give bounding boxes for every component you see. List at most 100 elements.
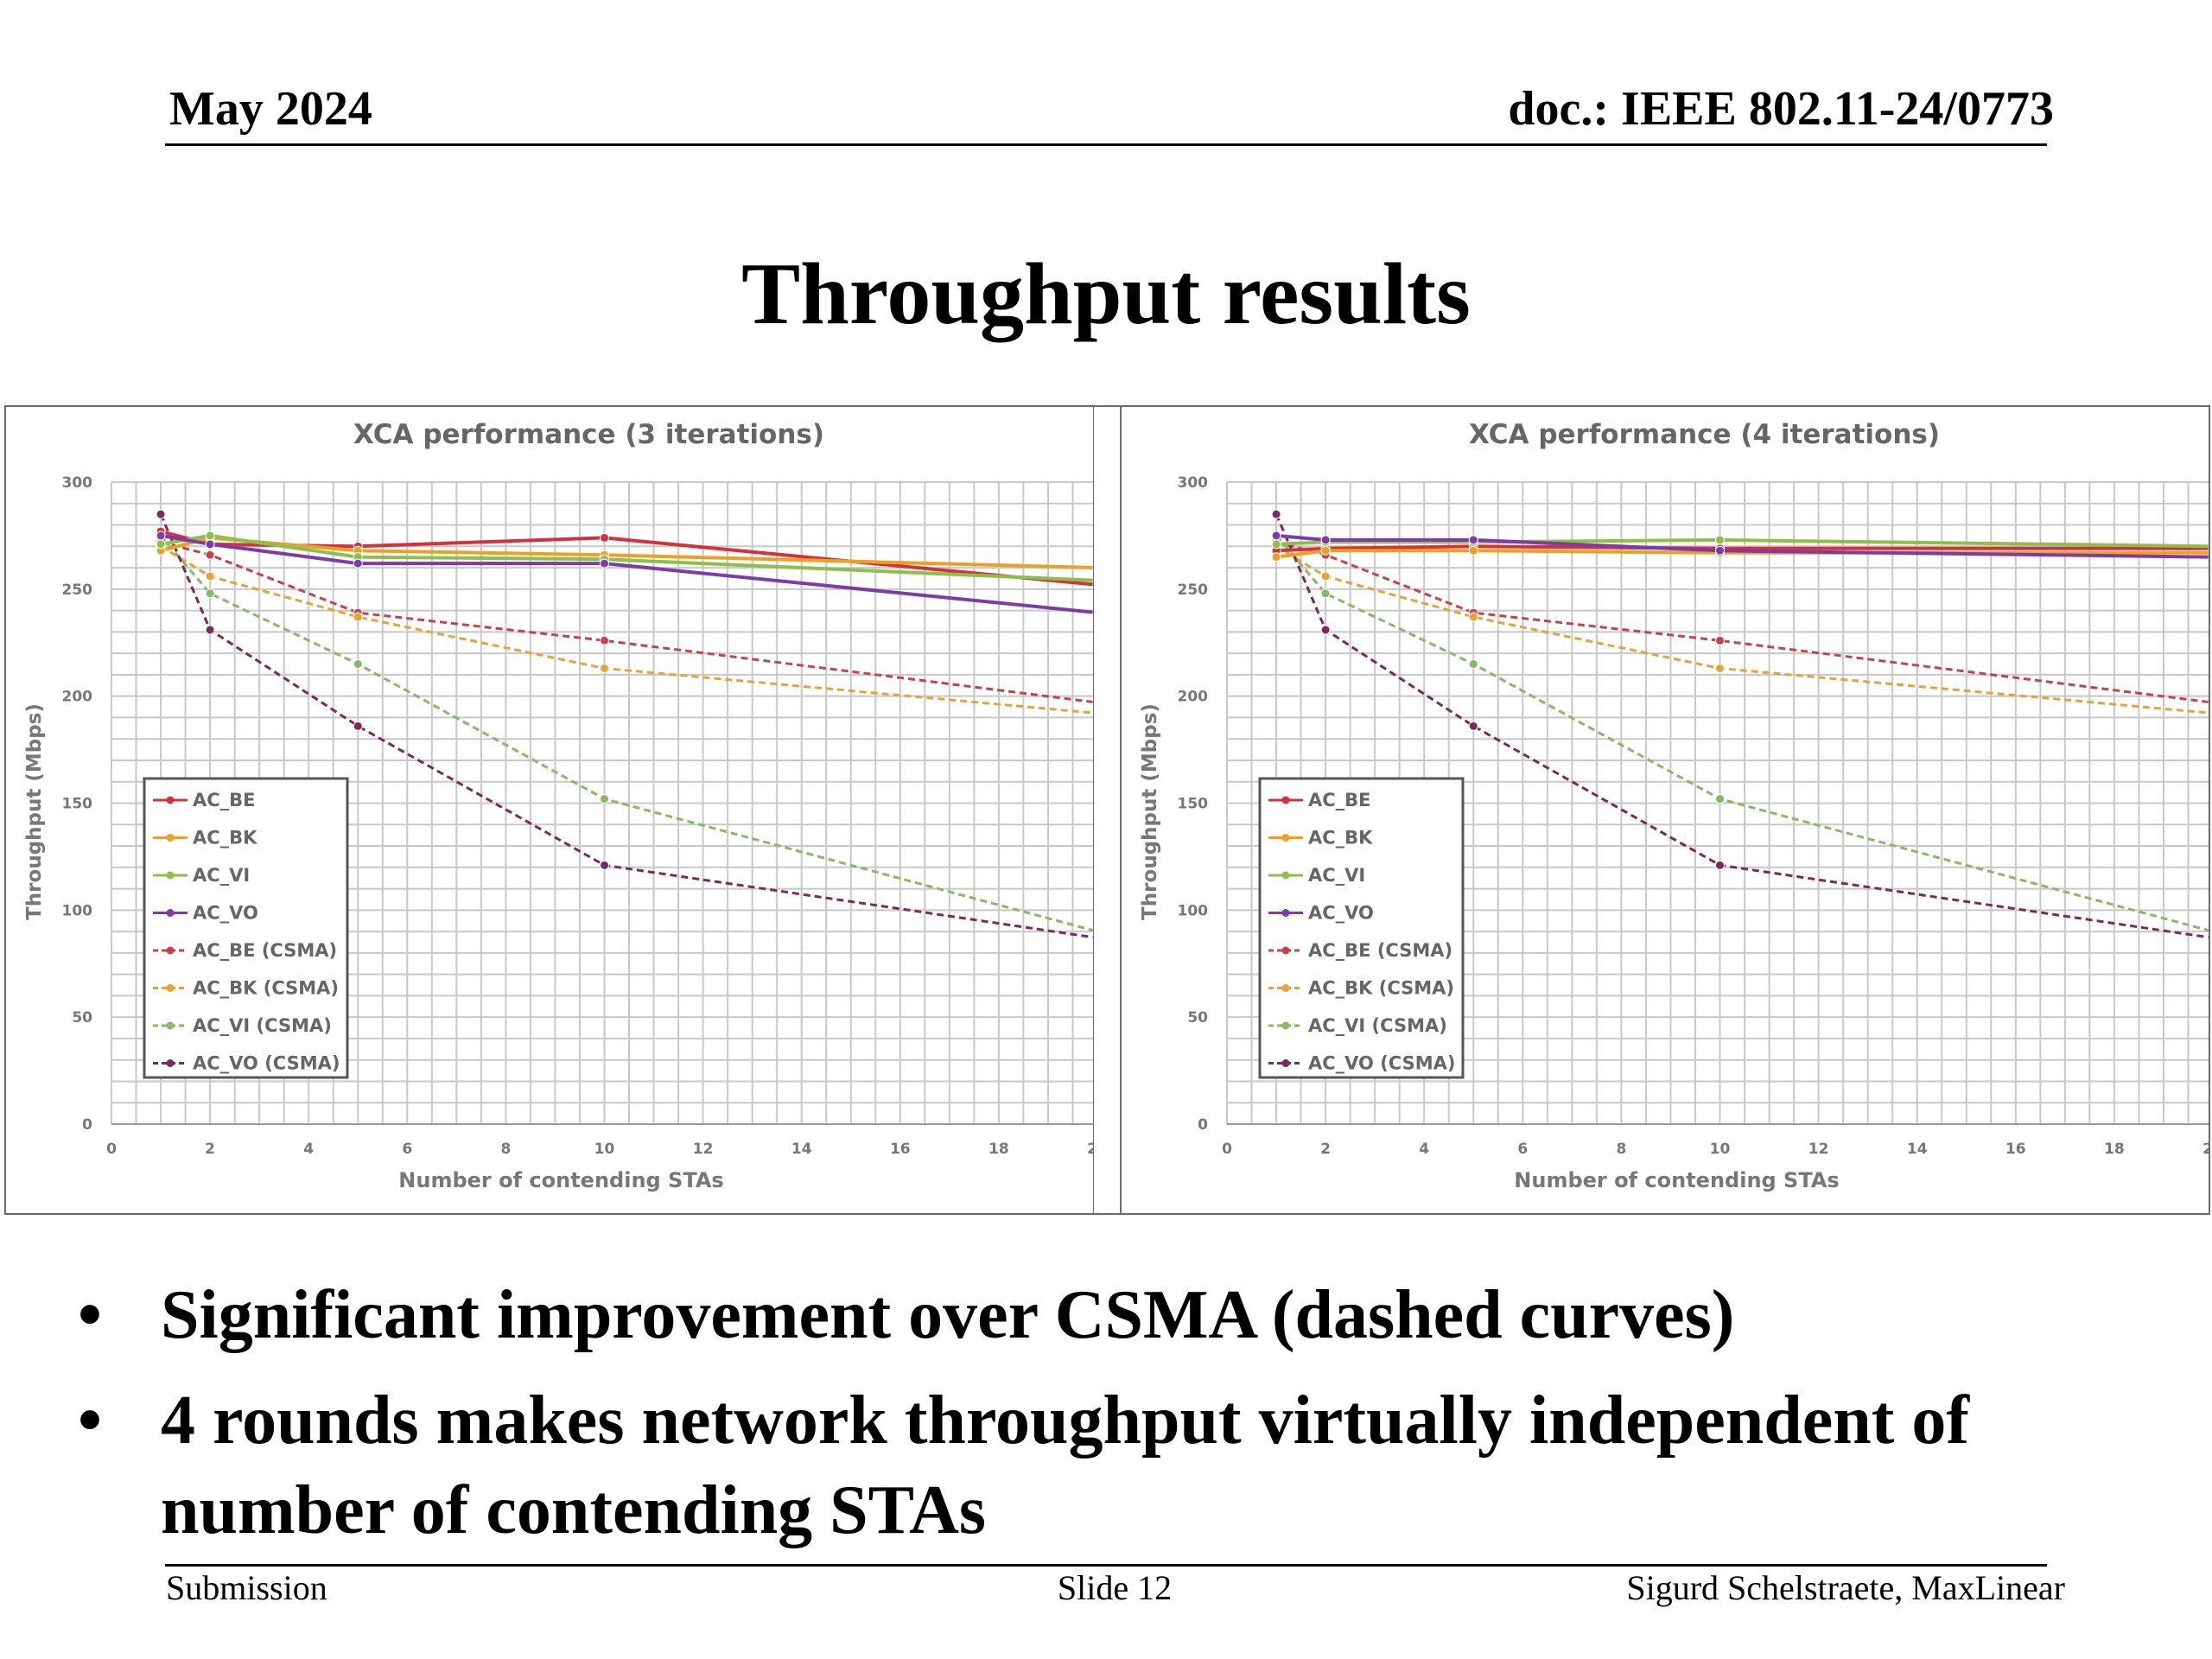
data-point xyxy=(1320,535,1331,545)
bullet-item: • 4 rounds makes network throughput virt… xyxy=(78,1376,2169,1555)
y-tick-label: 150 xyxy=(62,796,93,813)
data-point xyxy=(156,539,166,550)
x-axis-label: Number of contending STAs xyxy=(1514,1168,1839,1192)
data-point xyxy=(1271,539,1281,550)
y-tick-label: 0 xyxy=(82,1116,92,1134)
data-point xyxy=(1715,860,1725,870)
data-point xyxy=(1468,721,1478,731)
y-tick-label: 200 xyxy=(1178,689,1209,706)
data-point xyxy=(1468,659,1478,670)
x-tick-label: 2 xyxy=(205,1141,215,1158)
legend-label: AC_BE (CSMA) xyxy=(1308,940,1452,961)
legend-label: AC_BE xyxy=(193,790,256,810)
legend-swatch-marker xyxy=(1281,796,1290,804)
data-point xyxy=(1271,509,1281,519)
legend-label: AC_VI xyxy=(1308,865,1365,886)
x-tick-label: 8 xyxy=(1616,1141,1626,1158)
x-tick-label: 12 xyxy=(1808,1141,1829,1158)
legend-label: AC_BK xyxy=(1308,828,1373,849)
legend-label: AC_BE xyxy=(1308,790,1371,810)
legend-label: AC_BK (CSMA) xyxy=(193,978,339,999)
y-tick-label: 50 xyxy=(1187,1009,1208,1027)
legend-label: AC_BK (CSMA) xyxy=(1308,978,1454,999)
chart-panel-3-iterations: XCA performance (3 iterations) 0 50 100 150 2… xyxy=(4,405,1095,1215)
footer-submission: Submission xyxy=(166,1568,327,1607)
data-point xyxy=(1715,635,1725,645)
data-point xyxy=(205,571,215,582)
series-line xyxy=(160,536,1093,569)
data-point xyxy=(1320,571,1331,582)
x-tick-label: 18 xyxy=(2104,1141,2125,1158)
y-tick-label: 100 xyxy=(1178,902,1209,919)
y-axis-label: Throughput (Mbps) xyxy=(23,703,46,920)
series-ac-be-csma xyxy=(1271,537,2209,705)
legend-swatch-marker xyxy=(1281,984,1290,992)
data-point xyxy=(353,612,363,622)
data-point xyxy=(1271,531,1281,541)
data-point xyxy=(353,558,363,569)
y-tick-label: 300 xyxy=(1178,474,1209,492)
bullet-symbol: • xyxy=(78,1382,103,1459)
y-tick-label: 250 xyxy=(62,582,93,599)
legend-label: AC_BK xyxy=(193,828,257,849)
legend-swatch-marker xyxy=(166,1059,175,1067)
header-doc-id: doc.: IEEE 802.11-24/0773 xyxy=(1508,82,2054,136)
series-line xyxy=(1275,545,2209,715)
grid xyxy=(111,481,1093,1125)
legend-swatch-marker xyxy=(1281,871,1290,880)
legend-label: AC_VO (CSMA) xyxy=(1308,1053,1455,1074)
footer-author: Sigurd Schelstraete, MaxLinear xyxy=(1626,1568,2065,1607)
x-tick-label: 16 xyxy=(890,1141,911,1158)
chart-title: XCA performance (4 iterations) xyxy=(1469,419,1940,450)
series-ac-vo-csma xyxy=(1271,509,2209,940)
data-point xyxy=(600,794,609,804)
data-point xyxy=(205,531,215,541)
legend-swatch-marker xyxy=(166,871,175,880)
x-tick-label: 12 xyxy=(693,1141,714,1158)
legend-swatch-marker xyxy=(166,909,175,917)
x-tick-label: 20 xyxy=(2202,1141,2209,1158)
legend-swatch-marker xyxy=(1281,1021,1290,1030)
series-ac-vo-csma xyxy=(156,509,1093,940)
footer-slide-number: Slide 12 xyxy=(1057,1568,1173,1607)
legend-label: AC_VO xyxy=(193,903,258,924)
series-line xyxy=(160,545,1093,715)
legend-swatch-marker xyxy=(166,834,175,842)
data-point xyxy=(205,550,215,560)
chart-4-iterations: XCA performance (4 iterations)0501001502… xyxy=(1139,419,2209,1192)
legend-swatch-marker xyxy=(1281,1059,1290,1067)
y-tick-label: 200 xyxy=(62,689,93,706)
data-point xyxy=(600,860,609,870)
y-tick-label: 250 xyxy=(1178,582,1209,599)
series-line xyxy=(160,530,1093,587)
x-tick-label: 2 xyxy=(1320,1141,1331,1158)
series-line xyxy=(1275,540,2209,703)
legend-label: AC_VI (CSMA) xyxy=(193,1015,332,1036)
legend-swatch-marker xyxy=(166,984,175,992)
legend-swatch-marker xyxy=(1281,946,1290,955)
legend-swatch-marker xyxy=(166,946,175,955)
y-tick-label: 150 xyxy=(1178,796,1209,813)
data-point xyxy=(1320,545,1331,556)
x-tick-label: 4 xyxy=(1419,1141,1429,1158)
legend-swatch-marker xyxy=(1281,909,1290,917)
x-tick-label: 4 xyxy=(303,1141,314,1158)
legend-swatch-marker xyxy=(1281,834,1290,842)
x-tick-label: 6 xyxy=(1517,1141,1528,1158)
bullet-text: 4 rounds makes network throughput virtua… xyxy=(161,1382,1969,1548)
legend-swatch-marker xyxy=(166,1021,175,1030)
legend-label: AC_VO xyxy=(1308,903,1374,924)
y-tick-label: 100 xyxy=(62,902,93,919)
data-point xyxy=(600,558,609,569)
series-ac-bk-csma xyxy=(1271,541,2209,715)
x-tick-label: 10 xyxy=(594,1141,615,1158)
y-axis-label: Throughput (Mbps) xyxy=(1139,703,1161,920)
legend-box xyxy=(1258,777,1465,1079)
legend: AC_BE AC_BK AC_VI AC_VO AC_BE (CSMA) AC_BK (C… xyxy=(143,777,349,1079)
x-tick-label: 16 xyxy=(2005,1141,2026,1158)
data-point xyxy=(205,539,215,550)
legend-label: AC_BE (CSMA) xyxy=(193,940,337,961)
data-point xyxy=(156,531,166,541)
series-ac-vo xyxy=(1271,531,2209,559)
data-point xyxy=(1468,545,1478,556)
